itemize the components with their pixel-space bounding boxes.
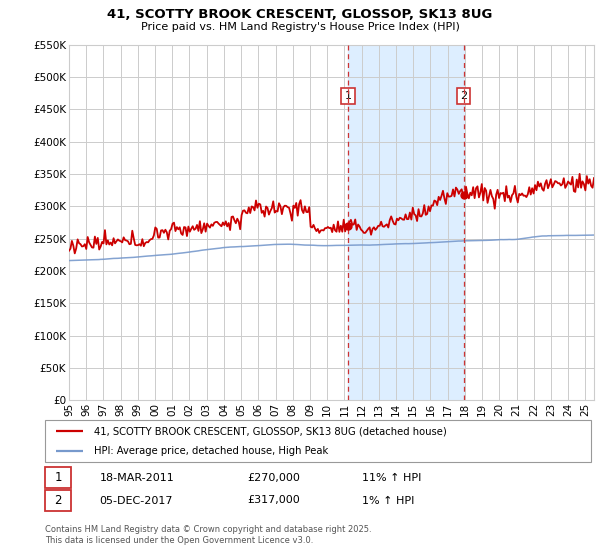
Text: 2: 2 [460,91,467,101]
Text: 41, SCOTTY BROOK CRESCENT, GLOSSOP, SK13 8UG: 41, SCOTTY BROOK CRESCENT, GLOSSOP, SK13… [107,8,493,21]
Text: Contains HM Land Registry data © Crown copyright and database right 2025.
This d: Contains HM Land Registry data © Crown c… [45,525,371,545]
Text: 1% ↑ HPI: 1% ↑ HPI [362,496,414,506]
Text: 11% ↑ HPI: 11% ↑ HPI [362,473,421,483]
Text: 05-DEC-2017: 05-DEC-2017 [100,496,173,506]
Text: 41, SCOTTY BROOK CRESCENT, GLOSSOP, SK13 8UG (detached house): 41, SCOTTY BROOK CRESCENT, GLOSSOP, SK13… [94,426,447,436]
Text: Price paid vs. HM Land Registry's House Price Index (HPI): Price paid vs. HM Land Registry's House … [140,22,460,32]
Text: 1: 1 [55,471,62,484]
FancyBboxPatch shape [45,467,71,488]
Text: 2: 2 [55,494,62,507]
Text: 18-MAR-2011: 18-MAR-2011 [100,473,175,483]
FancyBboxPatch shape [45,420,591,462]
Text: £270,000: £270,000 [247,473,300,483]
Text: 1: 1 [344,91,352,101]
Bar [348,45,464,400]
Text: £317,000: £317,000 [247,496,300,506]
Text: HPI: Average price, detached house, High Peak: HPI: Average price, detached house, High… [94,446,328,456]
FancyBboxPatch shape [45,490,71,511]
